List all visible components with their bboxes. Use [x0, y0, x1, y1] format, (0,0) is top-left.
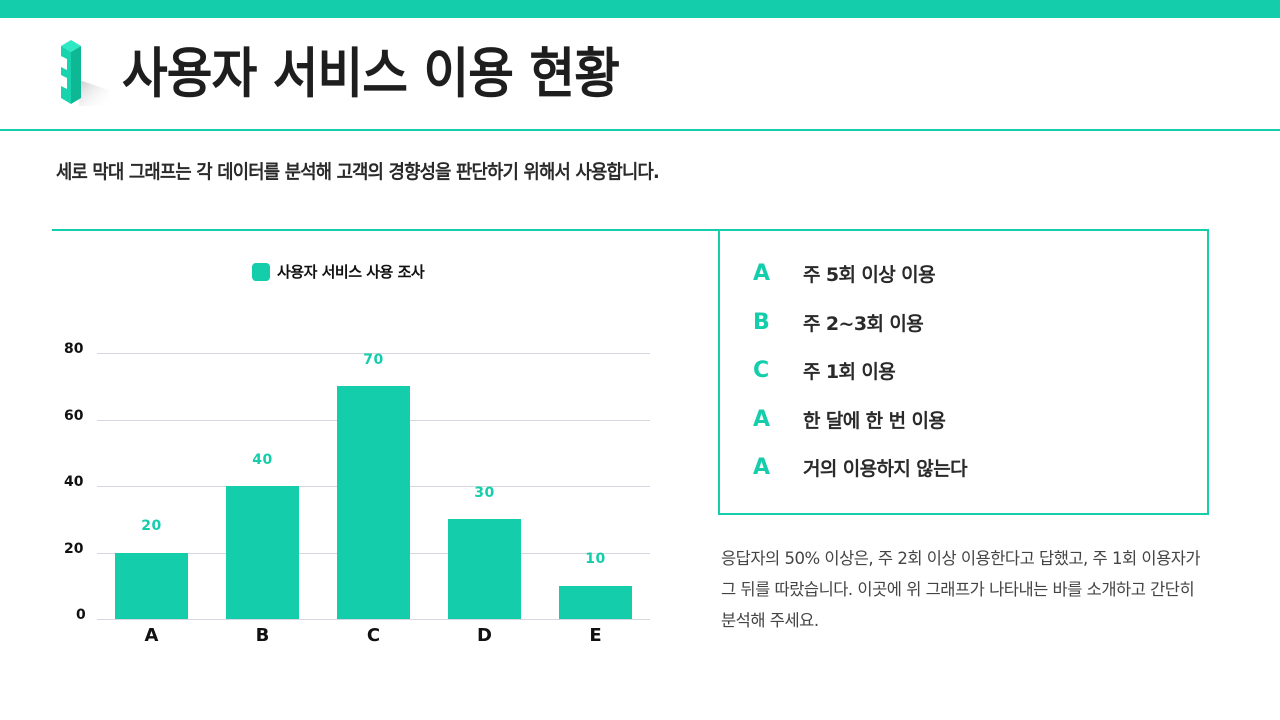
y-tick-label: 40 — [64, 474, 84, 490]
page-title: 사용자 서비스 이용 현황 — [122, 42, 620, 105]
legend-item-text: 주 2~3회 이용 — [803, 312, 924, 335]
legend-item-letter: C — [753, 357, 770, 383]
bar-d — [448, 519, 521, 619]
bar-value-label: 20 — [141, 518, 162, 534]
legend-item: C 주 1회 이용 — [753, 355, 896, 385]
x-tick-label: A — [144, 625, 159, 646]
y-tick-label: 20 — [64, 540, 84, 557]
legend-item-text: 주 5회 이상 이용 — [803, 263, 936, 286]
legend-item-text: 한 달에 한 번 이용 — [803, 409, 946, 432]
x-tick-label: C — [366, 625, 381, 646]
bar-value-label: 30 — [474, 485, 495, 501]
y-tick-label: 60 — [64, 407, 84, 424]
isometric-block-logo-icon — [61, 40, 109, 106]
bar-value-label: 10 — [585, 551, 606, 567]
x-tick-label: D — [477, 625, 492, 646]
legend-item-text: 주 1회 이용 — [803, 360, 896, 383]
legend-swatch — [252, 262, 270, 281]
legend-item-letter: B — [753, 309, 770, 335]
bar-value-label: 70 — [363, 352, 384, 368]
legend-item-text: 거의 이용하지 않는다 — [803, 457, 968, 480]
legend-item: A 거의 이용하지 않는다 — [753, 452, 968, 482]
title-divider — [0, 129, 1280, 131]
y-tick-label: 0 — [76, 607, 86, 623]
legend-item-letter: A — [753, 406, 771, 432]
category-legend-box: A 주 5회 이상 이용 B 주 2~3회 이용 C 주 1회 이용 A 한 달… — [718, 229, 1209, 515]
plot-area: 80 60 40 20 0 20 40 70 30 10 A B C D E — [64, 341, 650, 646]
analysis-description: 응답자의 50% 이상은, 주 2회 이상 이용한다고 답했고, 주 1회 이용… — [721, 549, 1201, 630]
bar-e — [559, 585, 632, 619]
top-accent-bar — [0, 0, 1280, 18]
bar-chart: 사용자 서비스 사용 조사 80 60 40 20 0 20 40 70 30 … — [52, 231, 672, 651]
x-axis-line — [97, 619, 650, 620]
legend-item-letter: A — [753, 454, 771, 480]
subtitle: 세로 막대 그래프는 각 데이터를 분석해 고객의 경향성을 판단하기 위해서 … — [56, 161, 660, 183]
legend-label: 사용자 서비스 사용 조사 — [277, 263, 425, 281]
gridline — [97, 353, 650, 354]
section-divider — [52, 229, 1209, 231]
legend-item: A 한 달에 한 번 이용 — [753, 404, 946, 434]
y-tick-label: 80 — [64, 341, 84, 357]
bar-a — [115, 552, 188, 619]
chart-legend: 사용자 서비스 사용 조사 — [252, 261, 425, 282]
legend-item-letter: A — [753, 260, 771, 286]
x-tick-label: E — [589, 625, 602, 646]
bar-value-label: 40 — [252, 452, 273, 468]
x-tick-label: B — [255, 625, 270, 646]
bar-c — [337, 386, 410, 619]
legend-item: B 주 2~3회 이용 — [753, 307, 924, 337]
bar-b — [226, 486, 299, 619]
legend-item: A 주 5회 이상 이용 — [753, 258, 936, 288]
